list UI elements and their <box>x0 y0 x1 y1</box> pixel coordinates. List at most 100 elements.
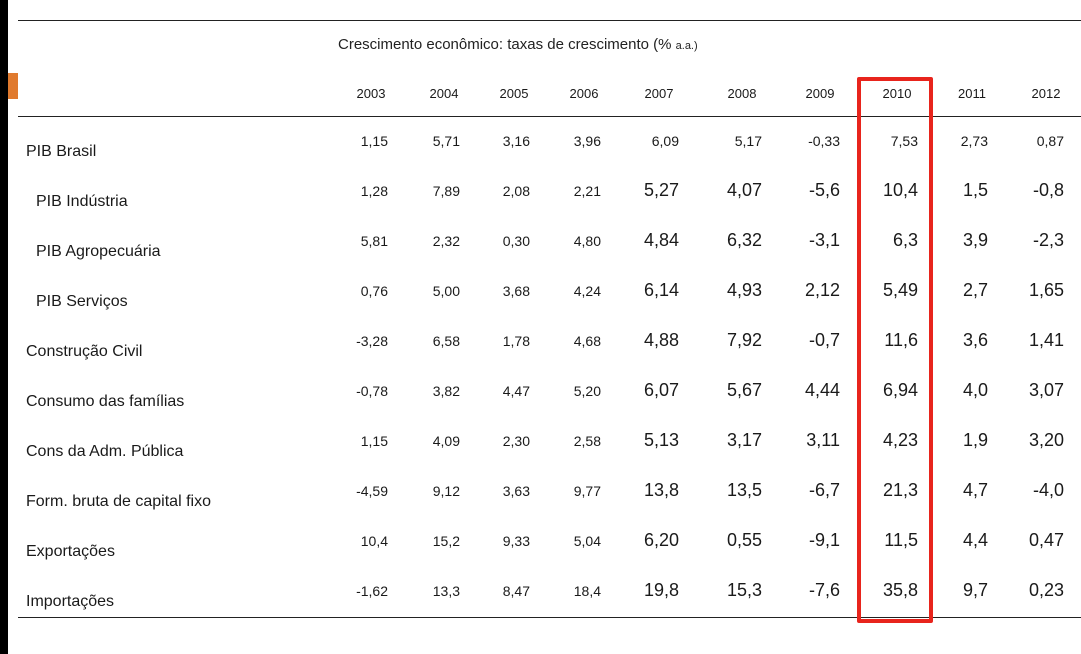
table-cell-2012: 0,87 <box>1036 133 1064 149</box>
bottom-rule <box>18 617 1081 618</box>
table-cell-2005: 2,08 <box>502 183 530 199</box>
row-label: PIB Indústria <box>36 193 128 210</box>
table-cell-2005: 3,63 <box>502 483 530 499</box>
year-header-2011: 2011 <box>958 86 986 101</box>
table-cell-2012: 3,20 <box>1028 430 1064 450</box>
table-cell-2008: 7,92 <box>726 330 762 350</box>
table-cell-2010: 4,23 <box>882 430 918 450</box>
table-cell-2010: 7,53 <box>890 133 918 149</box>
table-cell-2009: -3,1 <box>808 230 840 250</box>
table-cell-2007: 6,20 <box>643 530 679 550</box>
table-cell-2007: 6,14 <box>643 280 679 300</box>
table-cell-2008: 5,67 <box>726 380 762 400</box>
table-cell-2008: 4,93 <box>726 280 762 300</box>
year-header-2010: 2010 <box>882 86 912 101</box>
table-cell-2006: 9,77 <box>573 483 601 499</box>
table-cell-2004: 3,82 <box>432 383 460 399</box>
table-cell-2011: 2,73 <box>960 133 988 149</box>
table-cell-2008: 5,17 <box>734 133 762 149</box>
table-title-text: Crescimento econômico: taxas de crescime… <box>338 36 672 53</box>
year-header-2008: 2008 <box>727 86 757 101</box>
table-cell-2010: 11,6 <box>884 330 918 350</box>
top-rule <box>18 20 1081 21</box>
table-cell-2003: 1,15 <box>360 133 388 149</box>
table-title-unit: a.a.) <box>675 40 698 52</box>
table-cell-2008: 15,3 <box>726 580 762 600</box>
table-cell-2005: 2,30 <box>502 433 530 449</box>
table-cell-2012: 1,41 <box>1028 330 1064 350</box>
table-cell-2004: 13,3 <box>432 583 460 599</box>
table-cell-2009: -7,6 <box>808 580 840 600</box>
row-label: PIB Agropecuária <box>36 243 161 260</box>
table-cell-2004: 15,2 <box>432 533 460 549</box>
table-cell-2004: 6,58 <box>432 333 460 349</box>
year-header-2004: 2004 <box>429 86 459 101</box>
table-cell-2006: 5,20 <box>573 383 601 399</box>
table-cell-2003: -1,62 <box>356 583 388 599</box>
table-cell-2010: 11,5 <box>884 530 918 550</box>
table-cell-2005: 3,68 <box>502 283 530 299</box>
table-cell-2007: 5,13 <box>643 430 679 450</box>
table-cell-2003: -0,78 <box>356 383 388 399</box>
table-cell-2006: 2,58 <box>573 433 601 449</box>
row-label: Importações <box>26 593 115 610</box>
year-header-2012: 2012 <box>1031 86 1061 101</box>
table-cell-2004: 9,12 <box>432 483 460 499</box>
table-cell-2007: 19,8 <box>643 580 679 600</box>
table-cell-2009: -0,33 <box>808 133 840 149</box>
table-cell-2008: 13,5 <box>726 480 762 500</box>
table-cell-2010: 21,3 <box>882 480 918 500</box>
table-cell-2004: 5,00 <box>432 283 460 299</box>
table-cell-2006: 4,80 <box>573 233 601 249</box>
row-label: PIB Brasil <box>26 143 97 160</box>
row-label: Cons da Adm. Pública <box>26 443 184 460</box>
table-cell-2004: 2,32 <box>432 233 460 249</box>
table-cell-2007: 6,07 <box>643 380 679 400</box>
table-cell-2008: 3,17 <box>726 430 762 450</box>
table-cell-2003: 1,15 <box>360 433 388 449</box>
table-cell-2012: 3,07 <box>1028 380 1064 400</box>
table-cell-2010: 6,94 <box>882 380 918 400</box>
table-cell-2006: 3,96 <box>573 133 601 149</box>
table-cell-2010: 6,3 <box>892 230 918 250</box>
table-cell-2010: 35,8 <box>882 580 918 600</box>
table-cell-2005: 3,16 <box>502 133 530 149</box>
table-cell-2011: 1,9 <box>962 430 988 450</box>
table-cell-2005: 9,33 <box>502 533 530 549</box>
table-cell-2007: 13,8 <box>643 480 679 500</box>
table-cell-2009: 2,12 <box>804 280 840 300</box>
table-cell-2004: 5,71 <box>432 133 460 149</box>
table-cell-2005: 1,78 <box>502 333 530 349</box>
table-cell-2011: 9,7 <box>962 580 988 600</box>
table-cell-2003: -4,59 <box>356 483 388 499</box>
table-cell-2012: -4,0 <box>1032 480 1064 500</box>
table-cell-2008: 6,32 <box>726 230 762 250</box>
table-cell-2003: 0,76 <box>360 283 388 299</box>
table-cell-2006: 2,21 <box>573 183 601 199</box>
table-cell-2012: 0,23 <box>1028 580 1064 600</box>
slide-accent-tab <box>8 73 18 99</box>
table-cell-2009: -5,6 <box>808 180 840 200</box>
table-cell-2011: 1,5 <box>962 180 988 200</box>
table-title: Crescimento econômico: taxas de crescime… <box>338 36 698 53</box>
table-cell-2007: 5,27 <box>643 180 679 200</box>
table-cell-2009: 4,44 <box>804 380 840 400</box>
table-cell-2008: 4,07 <box>726 180 762 200</box>
table-cell-2005: 8,47 <box>502 583 530 599</box>
row-label: Exportações <box>26 543 115 560</box>
table-cell-2011: 2,7 <box>962 280 988 300</box>
table-cell-2007: 6,09 <box>651 133 679 149</box>
table-cell-2011: 3,6 <box>962 330 988 350</box>
table-cell-2006: 4,68 <box>573 333 601 349</box>
row-label: Form. bruta de capital fixo <box>26 493 211 510</box>
table-cell-2006: 5,04 <box>573 533 601 549</box>
year-header-2007: 2007 <box>644 86 674 101</box>
table-cell-2003: 1,28 <box>360 183 388 199</box>
table-cell-2012: -2,3 <box>1032 230 1064 250</box>
table-cell-2005: 4,47 <box>502 383 530 399</box>
table-cell-2010: 10,4 <box>882 180 918 200</box>
year-header-2003: 2003 <box>356 86 386 101</box>
table-cell-2009: -0,7 <box>808 330 840 350</box>
table-cell-2012: 0,47 <box>1028 530 1064 550</box>
table-cell-2009: -6,7 <box>808 480 840 500</box>
